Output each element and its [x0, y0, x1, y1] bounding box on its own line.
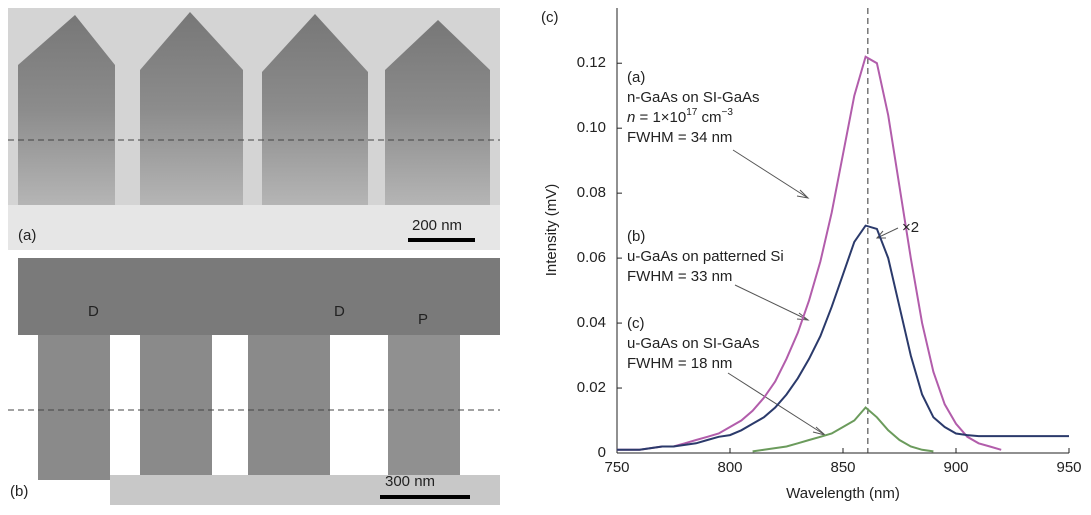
annotation: FWHM = 18 nm	[627, 355, 732, 372]
annotation: (c)	[627, 315, 645, 332]
defect-marker: D	[334, 303, 345, 320]
y-tick-label: 0.04	[577, 314, 606, 331]
panel-label: (c)	[541, 9, 559, 26]
annotation: FWHM = 34 nm	[627, 129, 732, 146]
x-tick-label: 750	[604, 459, 629, 476]
annotation: u-GaAs on patterned Si	[627, 248, 784, 265]
defect-marker: P	[418, 311, 428, 328]
pillar	[388, 335, 460, 480]
annotation-part: 17	[686, 107, 698, 118]
annotation-part: −3	[722, 107, 734, 118]
y-tick-label: 0.12	[577, 54, 606, 71]
annotation-part: n	[627, 109, 635, 126]
x-tick-label: 850	[830, 459, 855, 476]
arrows	[728, 150, 898, 435]
arrow	[735, 285, 808, 320]
annotation: n = 1×1017 cm−3	[627, 107, 733, 126]
annotation: FWHM = 33 nm	[627, 268, 732, 285]
micrograph-a: 200 nm (a)	[8, 8, 500, 250]
annotation: u-GaAs on SI-GaAs	[627, 335, 760, 352]
substrate	[110, 475, 500, 505]
micrograph-b: 300 nm (b) D D P	[8, 258, 500, 505]
y-tick-label: 0.08	[577, 184, 606, 201]
annotation: ×2	[902, 219, 919, 236]
pillar	[248, 335, 330, 480]
panel-label: (a)	[18, 227, 36, 244]
page: 200 nm (a) 300 nm (b) D D P (c) Waveleng…	[0, 0, 1091, 515]
pillar	[38, 335, 110, 480]
arrow	[728, 373, 825, 435]
x-tick-label: 950	[1056, 459, 1081, 476]
annotation-part: cm	[697, 109, 721, 126]
y-tick-label: 0.10	[577, 119, 606, 136]
y-tick-label: 0.06	[577, 249, 606, 266]
x-axis-label: Wavelength (nm)	[786, 485, 900, 502]
annotation: n-GaAs on SI-GaAs	[627, 89, 760, 106]
arrow	[733, 150, 808, 198]
y-tick-label: 0.02	[577, 379, 606, 396]
defect-marker: D	[88, 303, 99, 320]
scale-label: 200 nm	[412, 217, 462, 234]
scale-label: 300 nm	[385, 473, 435, 490]
x-tick-label: 800	[717, 459, 742, 476]
figure: 200 nm (a) 300 nm (b) D D P (c) Waveleng…	[0, 0, 1091, 510]
y-axis-label: Intensity (mV)	[543, 184, 560, 277]
annotation: (a)	[627, 69, 645, 86]
panel-label: (b)	[10, 483, 28, 500]
pillar	[140, 335, 212, 480]
annotation: (b)	[627, 228, 645, 245]
annotation-part: = 1×10	[635, 109, 686, 126]
series-line	[753, 408, 934, 452]
x-tick-label: 900	[943, 459, 968, 476]
